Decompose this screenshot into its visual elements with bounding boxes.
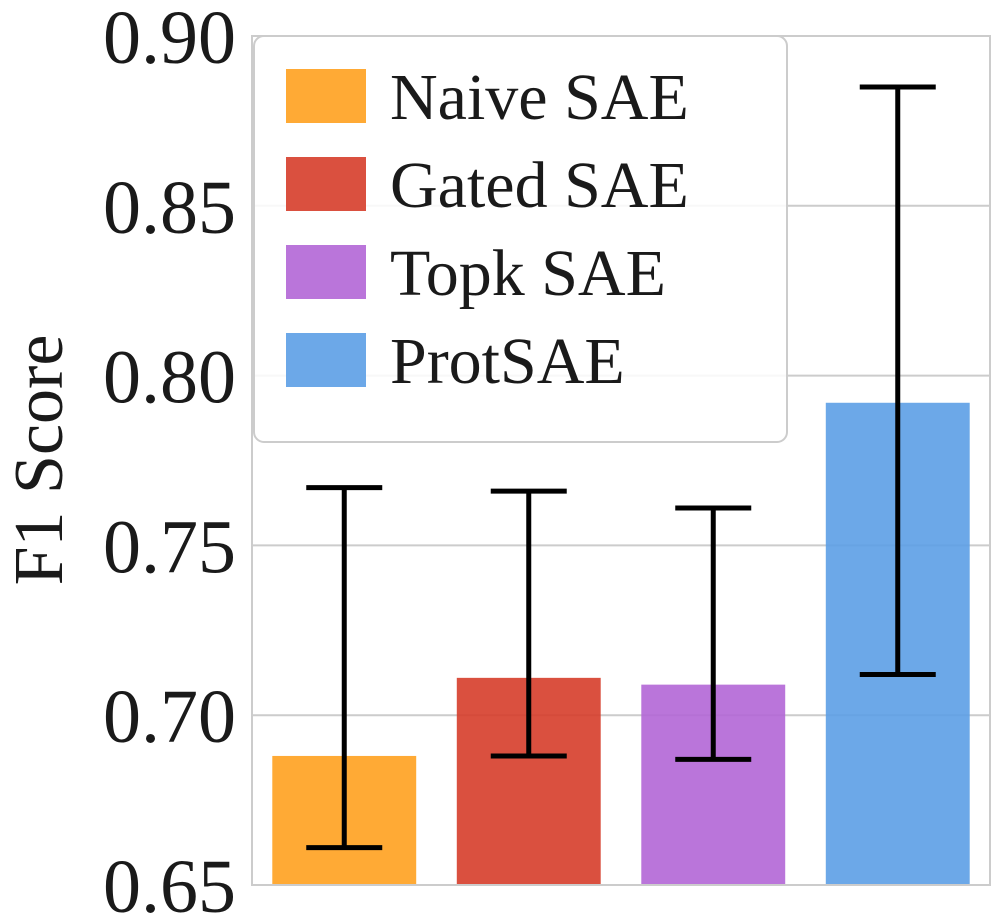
y-tick-label-0.65: 0.65 xyxy=(103,845,236,923)
legend-items: Naive SAE Gated SAE Topk SAE ProtSAE xyxy=(286,61,689,398)
error-bar-gated-sae xyxy=(490,488,567,759)
legend-label-gated-sae: Gated SAE xyxy=(390,149,689,222)
error-bar-topk-sae xyxy=(675,505,752,762)
bars xyxy=(272,402,970,885)
y-tick-labels: 0.65 0.70 0.75 0.80 0.85 0.90 xyxy=(103,0,236,923)
y-tick-label-0.90: 0.90 xyxy=(103,0,236,80)
legend-swatch-topk-sae xyxy=(286,245,366,299)
error-bar-protsae xyxy=(859,84,936,677)
y-tick-label-0.85: 0.85 xyxy=(103,166,236,250)
legend-label-topk-sae: Topk SAE xyxy=(390,237,666,310)
legend: Naive SAE Gated SAE Topk SAE ProtSAE xyxy=(253,35,788,443)
y-tick-label-0.75: 0.75 xyxy=(103,505,236,589)
y-tick-label-0.70: 0.70 xyxy=(103,675,236,759)
y-axis-label: F1 Score xyxy=(1,335,78,586)
error-bar-naive-sae xyxy=(306,485,383,851)
legend-swatch-gated-sae xyxy=(286,157,366,211)
legend-swatch-naive-sae xyxy=(286,69,366,123)
legend-box xyxy=(253,35,788,443)
legend-label-naive-sae: Naive SAE xyxy=(390,61,689,134)
legend-swatch-protsae xyxy=(286,333,366,387)
legend-label-protsae: ProtSAE xyxy=(390,325,625,398)
y-tick-label-0.80: 0.80 xyxy=(103,336,236,420)
error-bars xyxy=(306,84,936,851)
